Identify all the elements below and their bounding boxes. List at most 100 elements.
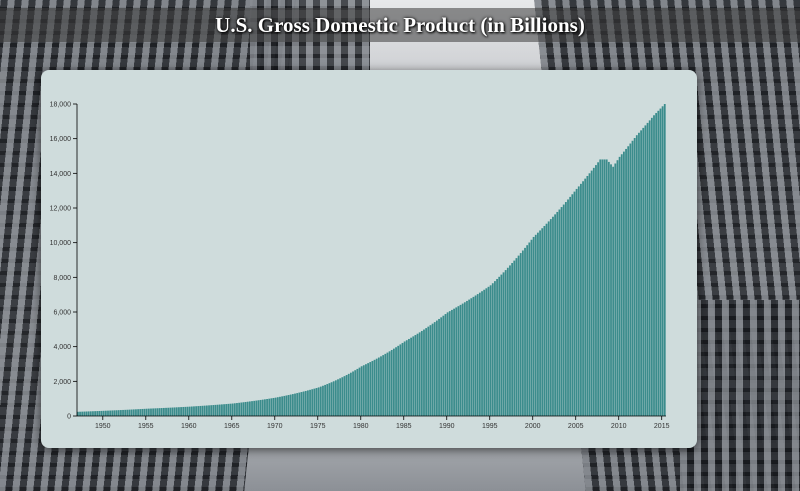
bar [304,390,307,416]
bar [347,373,350,416]
bar [519,253,522,416]
bar [444,314,447,416]
bar [160,408,163,416]
bar [605,159,608,416]
bar [169,407,172,416]
bar [612,166,615,416]
bar [268,398,271,416]
x-tick-label: 1980 [353,423,369,430]
bar [453,308,455,416]
bar [124,409,127,416]
bar [614,163,617,416]
bar [294,393,296,416]
bar [152,408,155,416]
bar [395,347,397,416]
bar [236,403,238,416]
bar [132,409,135,416]
bar [435,320,438,416]
bar [648,120,651,417]
bar [511,263,514,416]
bar [326,384,329,416]
bar [506,267,509,416]
bar [345,375,348,416]
bar [102,410,105,416]
bar [384,353,387,416]
bar [440,317,443,416]
bar [397,345,400,416]
bar [412,336,415,416]
y-tick-label: 0 [67,414,71,421]
bar [261,399,264,416]
title-bar: U.S. Gross Domestic Product (in Billions… [0,8,800,42]
bar [371,360,374,416]
bar [489,285,492,416]
bar [229,403,232,416]
bar [408,338,410,416]
bar [266,398,268,416]
bar [218,404,221,416]
bar [386,352,389,416]
bar [403,341,406,416]
bar [558,209,561,416]
bar [631,140,634,416]
bar [515,258,518,416]
bar [377,357,380,416]
bar [448,311,451,416]
bar [367,363,370,416]
bar [451,309,453,416]
bar [285,395,288,416]
bar [380,356,382,416]
bar [496,278,498,416]
bar [567,199,569,416]
bar [627,146,630,416]
bar [98,410,101,416]
x-tick-label: 1950 [95,423,111,430]
bar [588,173,591,416]
bar [128,409,131,416]
building-bottom-right [680,300,800,491]
bar [201,405,204,416]
bar [590,170,593,416]
bar [547,221,550,416]
bar [156,408,159,416]
x-tick-label: 1975 [310,423,326,430]
bar [401,342,404,416]
bar [418,332,421,416]
bar [180,407,182,416]
bar [650,117,653,416]
bar [195,406,198,416]
x-tick-label: 1970 [267,423,283,430]
bar [117,410,120,416]
bar [446,312,449,416]
bar [154,408,157,416]
bar [560,207,563,416]
bar [246,401,249,416]
bar [199,405,202,416]
bar [150,408,152,416]
bar [640,130,643,416]
bar [298,392,301,416]
bar [240,402,243,416]
x-tick-label: 1990 [439,423,455,430]
bar [251,401,253,416]
bar [233,403,236,416]
bar [603,159,606,416]
bar [498,276,501,416]
bar [281,396,284,416]
bar [420,330,423,416]
bar [423,329,425,416]
bar [162,407,165,416]
bar [279,396,281,416]
bar [182,406,185,416]
x-tick-label: 2015 [654,423,670,430]
bar [79,411,81,416]
bar [343,376,346,416]
bar [513,260,516,416]
bar [494,281,496,416]
bar [231,403,234,416]
bar [620,154,623,417]
bar [248,401,251,416]
bar [442,315,445,416]
bar [257,400,260,416]
bar [272,397,275,416]
